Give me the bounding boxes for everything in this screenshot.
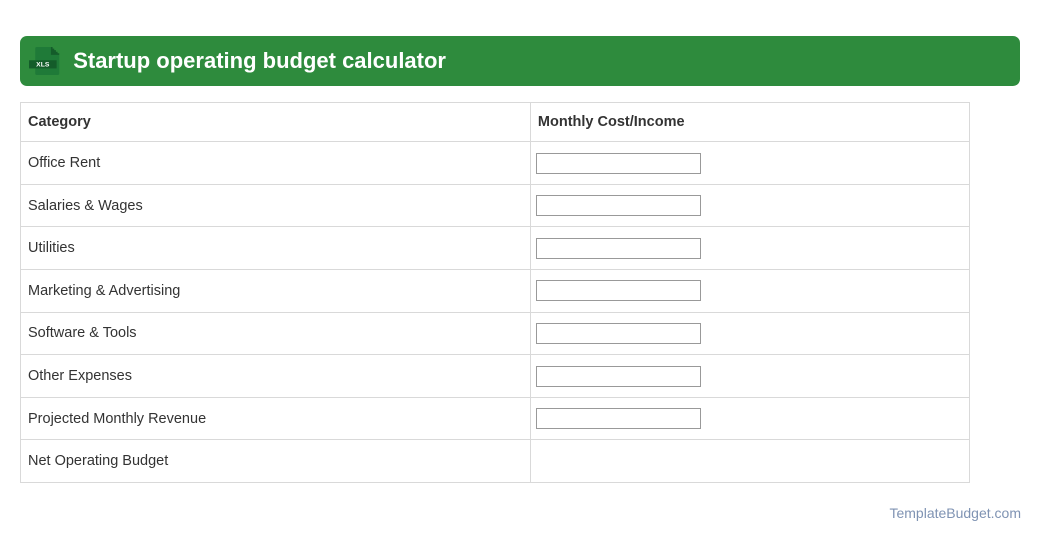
- svg-text:XLS: XLS: [36, 61, 50, 68]
